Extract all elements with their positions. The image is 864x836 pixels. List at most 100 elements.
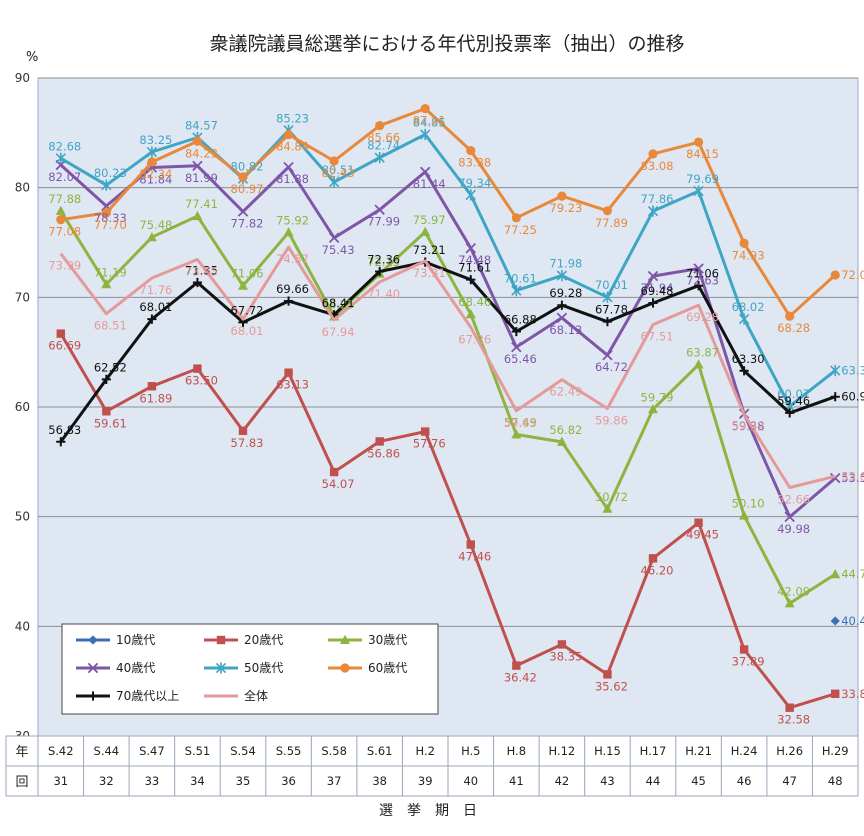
x-tick-label: S.58	[321, 744, 347, 758]
legend-label: 30歳代	[368, 633, 407, 647]
x-axis-label: 選 挙 期 日	[379, 803, 477, 819]
data-point	[146, 232, 157, 242]
x-tick-label: S.51	[185, 744, 211, 758]
data-label: 74.93	[732, 248, 765, 262]
data-point	[56, 215, 66, 225]
data-point	[55, 152, 66, 164]
data-label: 59.61	[94, 416, 127, 430]
data-point	[375, 266, 385, 277]
data-label: 32.58	[777, 713, 810, 727]
data-point	[283, 296, 294, 306]
data-point	[602, 317, 613, 327]
data-point	[238, 172, 248, 182]
data-label: 84.84	[276, 140, 309, 154]
legend-label: 全体	[244, 688, 268, 703]
data-point	[785, 408, 795, 418]
data-label: 74.48	[458, 253, 491, 267]
data-point	[147, 382, 157, 391]
x-tick-round: 44	[646, 774, 661, 788]
data-point	[193, 364, 202, 373]
data-point	[648, 149, 658, 159]
data-label: 83.25	[139, 133, 172, 147]
data-point	[466, 275, 476, 285]
data-label: 72.04	[841, 268, 864, 282]
x-tick-label: H.8	[507, 744, 526, 758]
data-label: 77.99	[367, 215, 400, 229]
data-point	[785, 311, 795, 321]
legend-label: 70歳代以上	[116, 689, 179, 703]
data-label: 81.84	[139, 172, 172, 186]
x-tick-label: H.29	[822, 744, 849, 758]
legend-label: 10歳代	[116, 633, 155, 647]
x-row-label-round: 回	[15, 775, 28, 790]
data-label: 52.66	[777, 492, 810, 506]
data-point	[556, 312, 568, 324]
data-point	[694, 518, 703, 527]
data-label: 75.43	[322, 243, 355, 257]
data-label: 54.07	[322, 477, 355, 491]
x-tick-label: H.12	[549, 744, 576, 758]
data-label: 59.32	[732, 419, 765, 433]
data-point	[603, 670, 612, 679]
data-label: 46.20	[641, 563, 674, 577]
data-label: 57.76	[413, 437, 446, 451]
data-label: 79.23	[549, 201, 582, 215]
data-label: 73.31	[413, 266, 446, 280]
data-point	[693, 137, 704, 147]
data-point	[421, 427, 430, 436]
series-line	[59, 210, 837, 605]
data-label: 73.45	[185, 264, 218, 278]
data-point	[693, 281, 704, 291]
data-point	[465, 309, 476, 319]
data-label: 83.08	[641, 159, 674, 173]
data-label: 68.01	[231, 324, 264, 338]
data-point	[556, 270, 568, 282]
data-label: 72.36	[367, 252, 400, 266]
data-point	[283, 227, 294, 237]
data-label: 69.28	[686, 310, 719, 324]
x-row-label-era: 年	[15, 745, 28, 760]
data-point	[557, 640, 567, 649]
data-point	[511, 326, 521, 337]
data-point	[101, 208, 111, 218]
data-label: 77.86	[641, 192, 674, 206]
data-point	[147, 157, 157, 167]
data-label: 80.82	[231, 160, 264, 174]
y-tick-label: 90	[15, 71, 30, 85]
series-layer	[55, 103, 841, 712]
data-point	[329, 156, 339, 166]
y-tick-label: 70	[15, 290, 30, 304]
data-label: 63.87	[686, 346, 719, 360]
legend-label: 40歳代	[116, 661, 155, 675]
data-label: 67.94	[322, 325, 355, 339]
x-tick-round: 46	[737, 774, 752, 788]
data-point	[602, 291, 613, 303]
data-label: 81.44	[413, 177, 446, 191]
data-point	[738, 313, 750, 325]
data-point	[830, 569, 841, 579]
data-label: 77.70	[94, 218, 127, 232]
series-line	[59, 245, 836, 489]
data-point	[511, 429, 522, 439]
data-point	[102, 407, 111, 416]
data-label: 71.94	[641, 281, 674, 295]
data-label: 77.82	[231, 217, 264, 231]
x-tick-round: 36	[281, 774, 296, 788]
data-label: 65.46	[504, 352, 537, 366]
data-point	[238, 280, 248, 290]
data-point	[693, 263, 704, 274]
y-tick-label: 50	[15, 510, 30, 524]
x-tick-label: S.54	[230, 744, 256, 758]
data-point	[101, 374, 111, 384]
data-label: 77.08	[48, 225, 81, 239]
legend-label: 20歳代	[244, 633, 283, 647]
data-label: 83.38	[458, 156, 491, 170]
data-label: 66.69	[48, 339, 81, 353]
data-label: 53.52	[841, 471, 864, 485]
x-tick-label: H.24	[731, 744, 758, 758]
series-6	[56, 257, 840, 447]
y-axis-unit: %	[26, 50, 38, 65]
data-point	[693, 359, 704, 369]
data-point	[830, 270, 840, 280]
data-point	[648, 298, 658, 308]
